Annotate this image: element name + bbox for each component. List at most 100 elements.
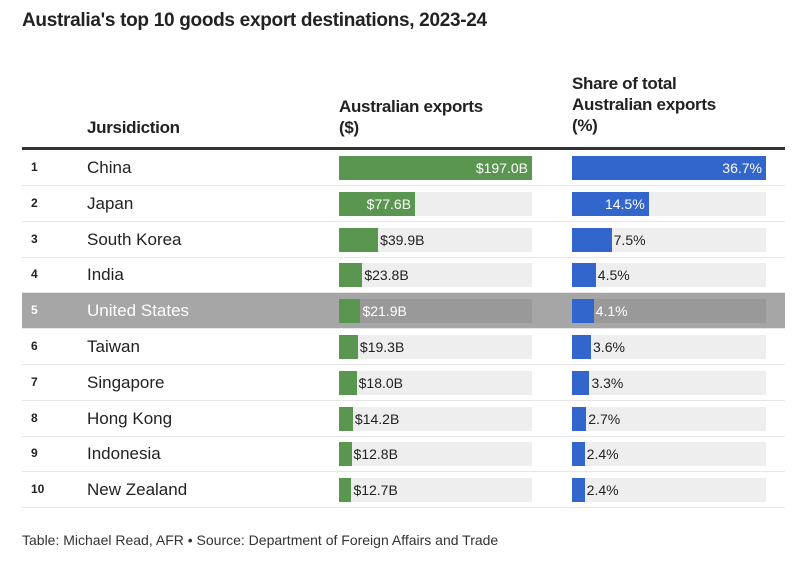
exports-bar (339, 442, 352, 467)
exports-track: $197.0B (339, 156, 532, 180)
table-row: 4 India $23.8B 4.5% (22, 257, 785, 294)
share-track: 14.5% (572, 191, 766, 216)
jurisdiction-cell: Taiwan (87, 337, 140, 356)
rank-cell: 7 (31, 374, 38, 389)
share-label: 4.5% (597, 267, 630, 284)
share-label: 3.6% (593, 339, 625, 355)
share-bar (572, 156, 766, 180)
table-row: 8 Hong Kong $14.2B 2.7% (22, 401, 785, 437)
exports-bar (339, 227, 379, 252)
share-label: 4.1% (595, 303, 628, 320)
exports-bar (339, 370, 357, 395)
share-label: 3.3% (591, 374, 624, 391)
share-track: 2.7% (572, 406, 766, 431)
header-share-line2: Australian exports (572, 95, 716, 114)
exports-bar (339, 406, 353, 431)
exports-track: $39.9B (339, 227, 532, 252)
share-label: 14.5% (604, 195, 645, 212)
rank-cell: 6 (31, 339, 38, 353)
share-track: 36.7% (572, 156, 766, 180)
exports-label: $19.3B (359, 339, 405, 355)
exports-bar (339, 156, 532, 180)
table-row: 5 United States $21.9B 4.1% (22, 293, 785, 330)
chart-title: Australia's top 10 goods export destinat… (22, 10, 487, 31)
exports-track: $19.3B (339, 335, 532, 359)
table-row: 1 China $197.0B 36.7% (22, 150, 785, 186)
rank-cell: 5 (31, 303, 38, 318)
share-label: 2.7% (588, 410, 621, 427)
jurisdiction-cell: China (87, 158, 132, 177)
exports-label: $23.8B (364, 267, 409, 284)
exports-bar (339, 478, 352, 503)
rank-cell: 10 (31, 482, 45, 497)
rank-cell: 2 (31, 195, 38, 210)
header-jurisdiction: Jursidiction (87, 118, 180, 137)
rank-cell: 9 (31, 446, 38, 461)
table-row: 9 Indonesia $12.8B 2.4% (22, 436, 785, 473)
jurisdiction-cell: Japan (87, 193, 134, 213)
share-track: 2.4% (572, 478, 766, 503)
jurisdiction-cell: India (87, 265, 124, 285)
exports-track: $12.7B (339, 478, 532, 503)
share-track: 4.1% (572, 299, 766, 324)
exports-label: $21.9B (362, 303, 407, 320)
table-row: 3 South Korea $39.9B 7.5% (22, 222, 785, 258)
exports-bar (339, 191, 416, 216)
footer-source: Table: Michael Read, AFR • Source: Depar… (22, 532, 499, 548)
rank-cell: 4 (31, 267, 38, 282)
exports-label: $77.6B (366, 195, 412, 212)
table-row: 10 New Zealand $12.7B 2.4% (22, 472, 785, 509)
share-label: 2.4% (586, 482, 619, 499)
exports-track: $21.9B (339, 299, 532, 324)
exports-track: $23.8B (339, 263, 532, 288)
share-bar (572, 227, 612, 252)
share-label: 2.4% (586, 446, 619, 463)
share-track: 3.6% (572, 335, 766, 359)
jurisdiction-cell: South Korea (87, 229, 182, 249)
rank-cell: 3 (31, 231, 38, 246)
header-rule (22, 147, 785, 150)
jurisdiction-cell: Indonesia (87, 444, 161, 464)
jurisdiction-cell: United States (87, 301, 190, 321)
rank-cell: 1 (31, 160, 38, 174)
rank-cell: 8 (31, 410, 38, 425)
exports-bar (339, 335, 358, 359)
share-label: 7.5% (613, 231, 646, 248)
exports-bar (339, 263, 363, 288)
share-track: 7.5% (572, 227, 766, 252)
exports-track: $18.0B (339, 370, 532, 395)
share-bar (572, 299, 594, 324)
jurisdiction-cell: New Zealand (87, 480, 188, 500)
exports-track: $14.2B (339, 406, 532, 431)
table-row: 6 Taiwan $19.3B 3.6% (22, 329, 785, 365)
exports-label: $39.9B (380, 231, 425, 248)
share-bar (572, 406, 587, 431)
share-track: 2.4% (572, 442, 766, 467)
share-bar (572, 263, 596, 288)
table-row: 2 Japan $77.6B 14.5% (22, 186, 785, 222)
share-track: 4.5% (572, 263, 766, 288)
header-share-line3: (%) (572, 116, 598, 135)
share-bar (572, 478, 585, 503)
exports-label: $197.0B (475, 160, 528, 176)
header-exports-line2: ($) (339, 118, 359, 137)
header-exports: Australian exports ($) (339, 96, 483, 138)
jurisdiction-cell: Hong Kong (87, 408, 173, 428)
header-share-line1: Share of total (572, 74, 677, 93)
share-bar (572, 335, 592, 359)
header-exports-line1: Australian exports (339, 97, 483, 116)
table-row: 7 Singapore $18.0B 3.3% (22, 365, 785, 401)
exports-track: $77.6B (339, 191, 532, 216)
exports-track: $12.8B (339, 442, 532, 467)
share-bar (572, 370, 590, 395)
share-bar (572, 191, 649, 216)
share-label: 36.7% (722, 160, 762, 176)
header-share: Share of total Australian exports (%) (572, 73, 716, 136)
exports-label: $12.8B (353, 446, 398, 463)
exports-bar (339, 299, 361, 324)
exports-label: $14.2B (354, 410, 400, 427)
exports-label: $12.7B (353, 482, 398, 499)
share-bar (572, 442, 585, 467)
share-track: 3.3% (572, 370, 766, 395)
jurisdiction-cell: Singapore (87, 372, 165, 392)
